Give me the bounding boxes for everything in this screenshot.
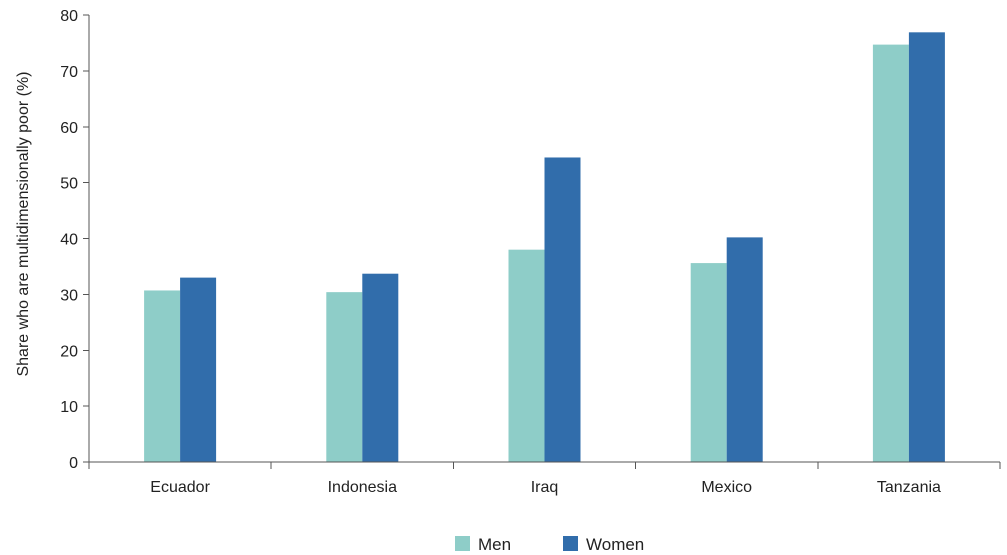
bar-women-iraq xyxy=(544,157,581,462)
y-tick-label: 50 xyxy=(60,176,78,193)
x-axis: Ecuador Indonesia Iraq Mexico Tanzania xyxy=(88,461,1001,496)
legend-swatch-men xyxy=(455,536,470,551)
y-tick-label: 10 xyxy=(60,399,78,416)
bar-men-ecuador xyxy=(144,290,181,462)
bar-men-mexico xyxy=(690,263,727,462)
y-tick-label: 20 xyxy=(60,343,78,360)
y-tick-label: 70 xyxy=(60,64,78,81)
bar-men-indonesia xyxy=(326,292,363,462)
y-tick-label: 40 xyxy=(60,232,78,249)
y-tick-label: 30 xyxy=(60,287,78,304)
y-tick-label: 60 xyxy=(60,120,78,137)
x-tick-label: Mexico xyxy=(701,479,752,496)
bar-women-ecuador xyxy=(180,277,217,462)
legend-label-women: Women xyxy=(586,535,644,554)
bar-men-iraq xyxy=(508,249,545,462)
bar-women-mexico xyxy=(726,237,763,462)
legend: Men Women xyxy=(455,535,644,554)
x-tick-label: Indonesia xyxy=(328,479,397,496)
x-tick-label: Tanzania xyxy=(877,479,941,496)
y-axis-title: Share who are multidimensionally poor (%… xyxy=(15,71,32,376)
x-tick-label: Ecuador xyxy=(150,479,210,496)
y-tick-label: 0 xyxy=(69,455,78,472)
legend-swatch-women xyxy=(563,536,578,551)
y-axis: 0 10 20 30 40 50 60 70 80 xyxy=(60,8,90,472)
bars-group xyxy=(144,32,945,463)
legend-label-men: Men xyxy=(478,535,511,554)
y-tick-label: 80 xyxy=(60,8,78,25)
bar-men-tanzania xyxy=(872,44,909,463)
x-tick-label: Iraq xyxy=(531,479,559,496)
bar-women-indonesia xyxy=(362,273,399,462)
bar-women-tanzania xyxy=(908,32,945,462)
